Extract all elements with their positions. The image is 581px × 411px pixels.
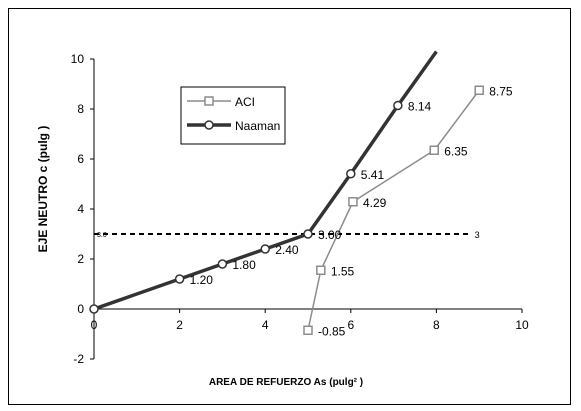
series-aci-data-label: 8.75	[489, 84, 513, 98]
legend-aci-label: ACI	[235, 95, 255, 109]
series-layer	[89, 50, 484, 335]
reference-start-label: 3.0	[97, 232, 107, 239]
y-tick-label: 6	[77, 152, 84, 166]
series-naaman-point	[303, 229, 313, 239]
data-label-layer: -0.85 1.55 4.29 6.35 8.75 1.20 1.80 2.40 3.00 5.4…	[190, 84, 513, 338]
series-aci-point	[348, 197, 358, 207]
series-naaman-point	[260, 244, 270, 254]
legend-naaman-label: Naaman	[235, 119, 280, 133]
reference-end-label: 3	[475, 230, 480, 240]
y-axis-title: EJE NEUTRO c (pulg )	[36, 126, 50, 253]
series-naaman-line	[93, 50, 438, 311]
series-aci-data-label: 4.29	[363, 196, 387, 210]
chart-frame: -2 0 2 4 6 8 10 0 2 4 6 8 10 3.0 3 -0.85 1.55 4.29 6.35 8…	[8, 8, 571, 405]
series-naaman-point	[217, 259, 228, 269]
series-aci-point	[316, 265, 326, 275]
series-naaman-data-label: 1.80	[232, 258, 256, 272]
x-tick-label: 0	[91, 318, 98, 332]
series-naaman-point	[393, 100, 403, 111]
y-tick-label: 8	[77, 102, 84, 116]
series-aci-data-label: -0.85	[318, 324, 346, 338]
x-tick-label: 4	[262, 318, 269, 332]
y-tick-label: -2	[73, 352, 84, 366]
series-naaman-data-label: 8.14	[408, 100, 432, 114]
series-aci-point	[303, 325, 313, 335]
y-tick-label: 0	[77, 302, 84, 316]
series-naaman-point	[174, 274, 185, 284]
series-aci-data-label: 6.35	[444, 144, 468, 158]
series-naaman-point	[89, 304, 99, 314]
x-axis-title: AREA DE REFUERZO As (pulg² )	[209, 377, 363, 388]
x-tick-label: 2	[176, 318, 183, 332]
legend-aci-marker	[204, 96, 214, 106]
series-naaman-point	[346, 169, 356, 179]
x-tick-label: 8	[433, 318, 440, 332]
series-aci-data-label: 1.55	[331, 264, 355, 278]
series-naaman-data-label: 1.20	[190, 273, 214, 287]
x-tick-label: 10	[515, 318, 529, 332]
series-naaman-data-label: 2.40	[275, 243, 299, 257]
legend-box	[180, 86, 286, 145]
y-tick-label: 2	[77, 252, 84, 266]
legend: ACI Naaman	[180, 86, 286, 145]
reference-line-layer: 3.0 3	[94, 230, 480, 240]
series-naaman-data-label: 3.00	[318, 228, 342, 242]
axes-layer: -2 0 2 4 6 8 10 0 2 4 6 8 10	[71, 52, 529, 366]
series-aci-point	[474, 85, 484, 95]
series-naaman-data-label: 5.41	[361, 168, 385, 182]
series-aci-point	[429, 145, 440, 155]
y-tick-label: 4	[77, 202, 84, 216]
series-aci-line	[307, 89, 480, 331]
y-tick-label: 10	[71, 52, 85, 66]
x-tick-label: 6	[347, 318, 354, 332]
legend-naaman-marker	[204, 120, 214, 130]
